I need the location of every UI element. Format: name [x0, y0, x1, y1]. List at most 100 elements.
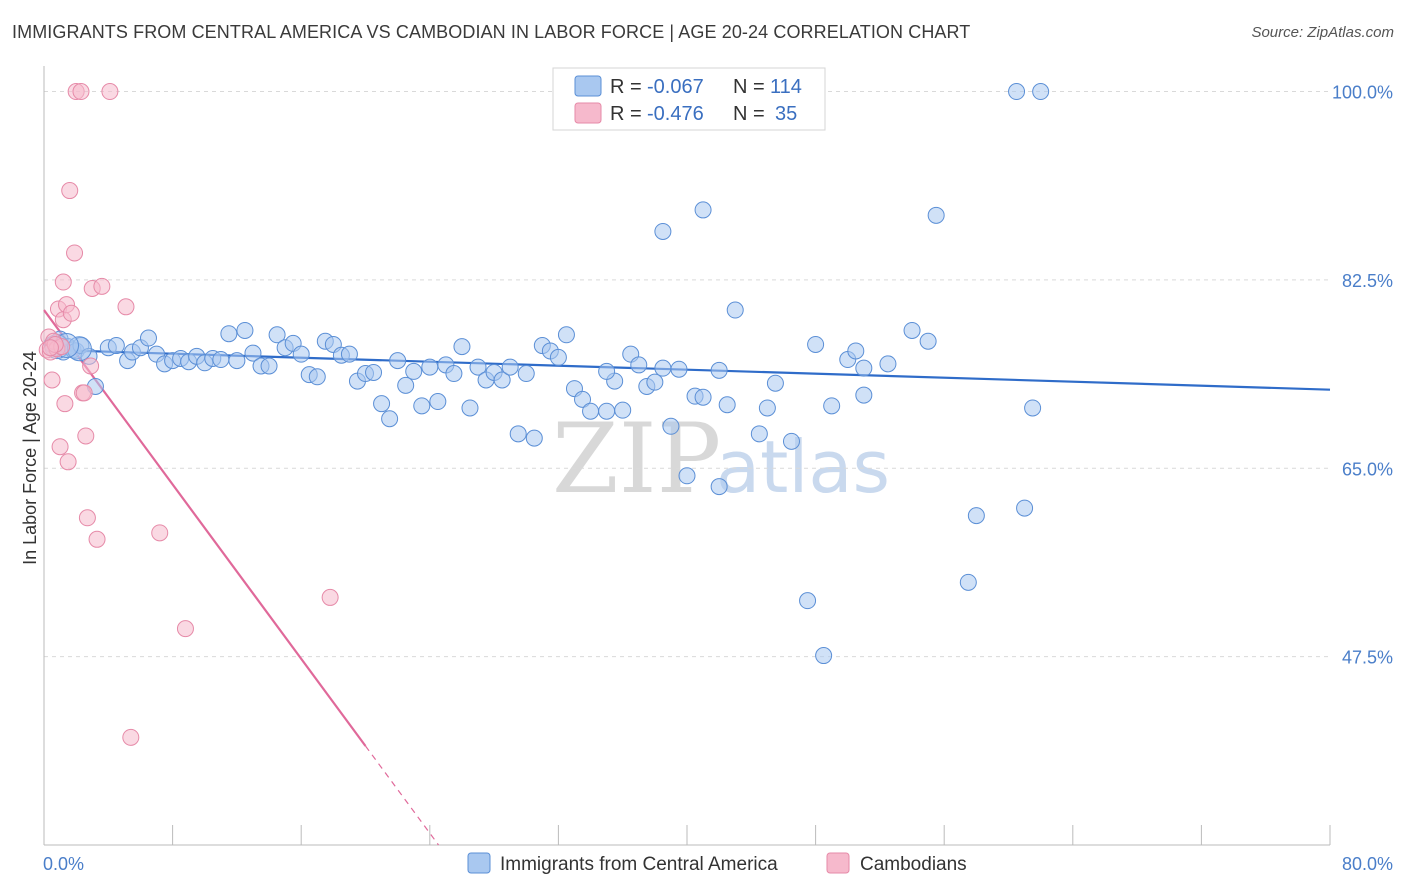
tick-labels: 47.5% 65.0% 82.5% 100.0% 0.0% 80.0% [43, 83, 1393, 874]
central-america-point-54 [453, 338, 471, 356]
central-america-point-80 [670, 360, 688, 378]
watermark-atlas: atlas [716, 425, 890, 509]
central-america-point-75 [630, 356, 648, 374]
central-america-point-15 [139, 329, 157, 347]
cambodians-point-24 [88, 530, 106, 548]
cambodians-point-20 [77, 427, 95, 445]
central-america-point-26 [228, 352, 246, 370]
cambodians-point-10 [56, 395, 74, 413]
central-america-point-102 [1016, 499, 1034, 517]
central-america-point-59 [493, 371, 511, 389]
y-tick-label-2: 82.5% [1342, 271, 1393, 291]
cambodians-point-25 [93, 277, 111, 295]
central-america-point-92 [815, 647, 833, 665]
cambodians-point-30 [122, 728, 140, 746]
central-america-point-112 [1032, 83, 1050, 101]
axes [43, 66, 1331, 846]
cambodians-point-14 [62, 304, 80, 322]
central-america-point-77 [646, 373, 664, 391]
y-tick-label-3: 100.0% [1332, 83, 1393, 103]
central-america-point-97 [879, 355, 897, 373]
cambodians-point-32 [54, 273, 72, 291]
central-america-point-55 [461, 399, 479, 417]
central-america-point-81 [678, 467, 696, 485]
series-cambodians [38, 83, 339, 746]
central-america-point-78 [654, 359, 672, 377]
central-america-point-108 [694, 201, 712, 219]
central-america-point-61 [509, 425, 527, 443]
central-america-point-62 [517, 365, 535, 383]
central-america-point-110 [598, 362, 616, 380]
central-america-point-67 [557, 326, 575, 344]
central-america-point-31 [268, 326, 286, 344]
central-america-point-86 [726, 301, 744, 319]
central-america-point-99 [919, 332, 937, 350]
cambodians-point-15 [66, 244, 84, 262]
legend-n-value-1: 114 [770, 76, 802, 98]
central-america-point-70 [582, 402, 600, 420]
central-america-point-11 [107, 337, 125, 355]
y-tick-label-0: 47.5% [1342, 648, 1393, 668]
cambodians-point-28 [151, 524, 169, 542]
legend-n-label-2: N = [733, 103, 765, 125]
central-america-point-85 [718, 396, 736, 414]
central-america-point-95 [847, 342, 865, 360]
watermark-zip: ZIP [552, 403, 721, 515]
cambodians-point-7 [51, 438, 69, 456]
chart-title: IMMIGRANTS FROM CENTRAL AMERICA VS CAMBO… [12, 22, 971, 42]
legend-r-value-2: -0.476 [647, 103, 704, 125]
central-america-point-93 [823, 397, 841, 415]
central-america-point-25 [220, 325, 238, 343]
series-legend: Immigrants from Central America Cambodia… [467, 852, 967, 875]
central-america-point-30 [260, 357, 278, 375]
central-america-point-44 [373, 395, 391, 413]
central-america-point-43 [365, 363, 383, 381]
central-america-point-84 [710, 361, 728, 379]
stats-legend: R = -0.067 N = 114 R = -0.476 N = 35 [552, 67, 826, 131]
central-america-point-71 [598, 402, 616, 420]
central-america-point-100 [959, 573, 977, 591]
central-america-point-103 [1024, 399, 1042, 417]
central-america-point-101 [967, 507, 985, 525]
central-america-point-45 [381, 410, 399, 428]
legend-swatch-pink [574, 102, 602, 124]
trend-line-central-america [48, 348, 1331, 391]
central-america-point-83 [694, 388, 712, 406]
legend-r-value-1: -0.067 [647, 76, 704, 98]
central-america-point-49 [413, 397, 431, 415]
cambodians-point-22 [82, 357, 100, 375]
central-america-point-96 [855, 386, 873, 404]
central-america-point-90 [782, 432, 800, 450]
cambodians-point-31 [321, 588, 339, 606]
series-central-america [43, 83, 1050, 665]
y-axis-label: In Labor Force | Age 20-24 [20, 351, 40, 565]
central-america-point-89 [766, 374, 784, 392]
cambodians-point-27 [117, 298, 135, 316]
central-america-point-109 [654, 222, 672, 240]
legend-r-label-2: R = [610, 103, 642, 125]
y-tick-label-1: 65.0% [1342, 459, 1393, 479]
central-america-point-69 [574, 390, 592, 408]
source-label: Source: ZipAtlas.com [1251, 24, 1394, 41]
central-america-point-91 [799, 592, 817, 610]
central-america-point-24 [212, 351, 230, 369]
cambodians-point-19 [75, 384, 93, 402]
central-america-point-87 [750, 425, 768, 443]
central-america-point-28 [244, 344, 262, 362]
central-america-point-40 [340, 345, 358, 363]
cambodians-point-17 [72, 83, 90, 101]
central-america-point-48 [405, 362, 423, 380]
cambodians-point-34 [41, 339, 59, 357]
central-america-point-46 [389, 352, 407, 370]
central-america-point-88 [758, 399, 776, 417]
central-america-point-51 [429, 393, 447, 411]
central-america-point-34 [292, 345, 310, 363]
trend-line-cambodians-extension [365, 745, 440, 846]
cambodians-point-21 [78, 509, 96, 527]
central-america-point-79 [662, 417, 680, 435]
central-america-point-107 [710, 478, 728, 496]
x-tick-label-0: 0.0% [43, 854, 84, 874]
x-tick-label-1: 80.0% [1342, 854, 1393, 874]
central-america-point-66 [549, 348, 567, 366]
